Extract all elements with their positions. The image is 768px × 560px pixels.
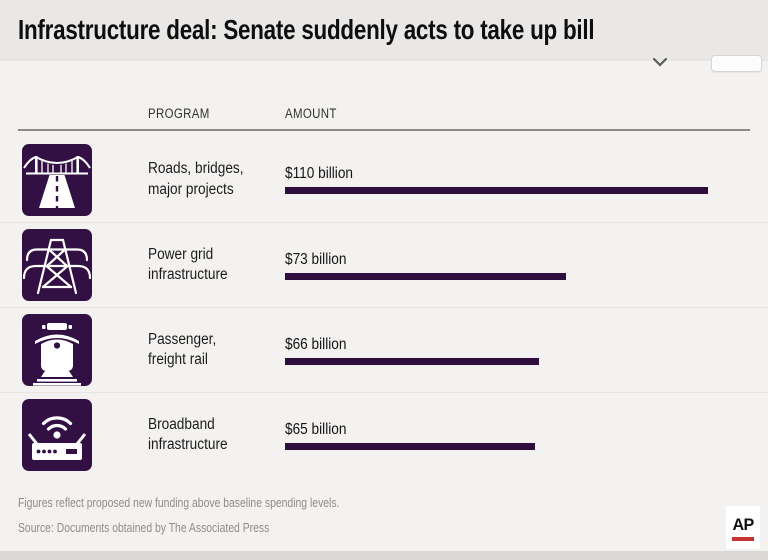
chevron-down-icon[interactable] bbox=[652, 57, 668, 67]
footnote: Figures reflect proposed new funding abo… bbox=[18, 495, 340, 510]
ap-logo-text: AP bbox=[732, 514, 755, 534]
program-cell: Power grid infrastructure bbox=[92, 245, 285, 286]
program-label: Power grid infrastructure bbox=[148, 245, 228, 283]
value-bar bbox=[285, 187, 708, 194]
amount-label: $73 billion bbox=[285, 250, 347, 268]
amount-label: $110 billion bbox=[285, 165, 354, 182]
power-grid-icon bbox=[22, 229, 92, 301]
program-cell: Broadband infrastructure bbox=[92, 415, 285, 456]
amount-cell: $73 billion bbox=[285, 251, 768, 280]
program-label: Passenger, freight rail bbox=[148, 330, 217, 368]
value-bar bbox=[285, 442, 535, 450]
footer: Figures reflect proposed new funding abo… bbox=[18, 490, 420, 540]
program-cell: Roads, bridges, major projects bbox=[92, 159, 285, 200]
page-title: Infrastructure deal: Senate suddenly act… bbox=[18, 13, 595, 45]
table-row: Roads, bridges, major projects $110 bill… bbox=[0, 137, 768, 222]
amount-cell: $110 billion bbox=[285, 165, 768, 194]
column-header-amount: AMOUNT bbox=[285, 106, 337, 121]
value-bar bbox=[285, 272, 566, 280]
table-row: Broadband infrastructure $65 billion bbox=[0, 392, 768, 477]
road-bridge-icon bbox=[22, 143, 92, 216]
value-bar bbox=[285, 357, 539, 365]
program-cell: Passenger, freight rail bbox=[92, 330, 285, 371]
program-label: Roads, bridges, major projects bbox=[148, 160, 244, 198]
train-icon bbox=[22, 314, 92, 386]
ap-logo-red-bar bbox=[732, 536, 754, 541]
column-header-program: PROGRAM bbox=[148, 106, 210, 121]
amount-cell: $66 billion bbox=[285, 336, 768, 365]
title-bar: Infrastructure deal: Senate suddenly act… bbox=[0, 0, 768, 59]
header-divider bbox=[18, 129, 750, 131]
chart-rows: Roads, bridges, major projects $110 bill… bbox=[0, 137, 768, 477]
source-line: Source: Documents obtained by The Associ… bbox=[18, 520, 270, 535]
wifi-router-icon bbox=[22, 399, 92, 471]
program-label: Broadband infrastructure bbox=[148, 415, 228, 453]
amount-label: $65 billion bbox=[285, 420, 347, 438]
ap-logo: AP bbox=[726, 506, 760, 549]
amount-cell: $65 billion bbox=[285, 421, 768, 450]
amount-label: $66 billion bbox=[285, 335, 347, 353]
table-row: Power grid infrastructure $73 billion bbox=[0, 222, 768, 307]
table-row: Passenger, freight rail $66 billion bbox=[0, 307, 768, 392]
embed-toggle-button[interactable] bbox=[711, 55, 762, 72]
bottom-edge-strip bbox=[0, 551, 768, 560]
